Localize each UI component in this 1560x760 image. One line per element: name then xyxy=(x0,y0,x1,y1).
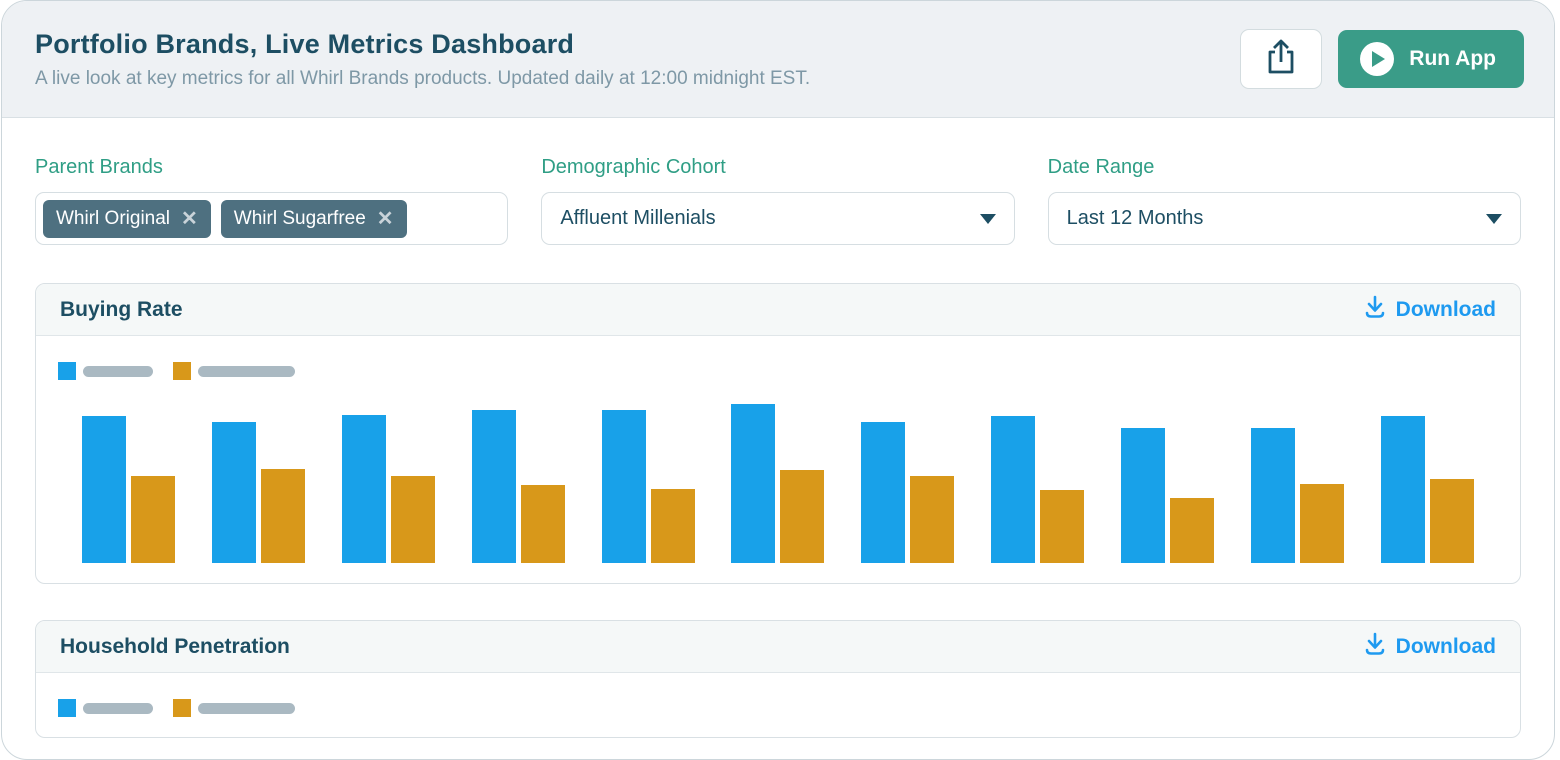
parent-brands-input[interactable]: Whirl Original ✕ Whirl Sugarfree ✕ xyxy=(35,192,509,245)
bar-group xyxy=(1380,416,1474,563)
buying-rate-chart xyxy=(36,336,1520,583)
bar-orange xyxy=(1300,484,1345,563)
date-range-select[interactable]: Last 12 Months xyxy=(1047,192,1521,245)
bar-blue xyxy=(1251,428,1296,563)
page-subtitle: A live look at key metrics for all Whirl… xyxy=(35,67,811,89)
chart-legend xyxy=(58,699,1520,717)
selected-value: Affluent Millenials xyxy=(560,207,716,229)
parent-brands-label: Parent Brands xyxy=(35,156,163,178)
bar-blue xyxy=(861,422,906,563)
download-button[interactable]: Download xyxy=(1364,631,1496,663)
selected-value: Last 12 Months xyxy=(1066,207,1204,229)
header-text: Portfolio Brands, Live Metrics Dashboard… xyxy=(35,29,810,90)
run-app-label: Run App xyxy=(1409,47,1496,70)
bar-group xyxy=(861,422,955,563)
bar-blue xyxy=(341,415,386,563)
bar-orange xyxy=(260,469,305,563)
download-label: Download xyxy=(1395,634,1496,658)
legend-item-blue xyxy=(58,699,153,717)
legend-swatch-orange xyxy=(173,362,191,380)
bar-group xyxy=(471,410,565,563)
bar-group xyxy=(991,416,1085,563)
filter-demographic-cohort: Demographic Cohort Affluent Millenials xyxy=(541,156,1015,245)
tag-whirl-sugarfree[interactable]: Whirl Sugarfree ✕ xyxy=(220,199,407,238)
bar-blue xyxy=(211,422,256,563)
legend-item-blue xyxy=(58,362,153,380)
chart-legend xyxy=(58,362,1520,380)
bar-group xyxy=(211,422,305,563)
bar-blue xyxy=(1121,428,1166,563)
download-label: Download xyxy=(1395,297,1496,321)
bar-blue xyxy=(601,410,646,563)
bar-orange xyxy=(390,476,435,563)
bar-blue xyxy=(471,410,516,563)
tag-label: Whirl Original xyxy=(56,207,171,229)
bar-group xyxy=(82,416,175,563)
bar-group xyxy=(1121,428,1215,563)
remove-tag-icon[interactable]: ✕ xyxy=(181,207,198,230)
bar-orange xyxy=(1040,490,1085,563)
bar-orange xyxy=(780,470,825,563)
share-button[interactable] xyxy=(1240,29,1323,89)
bar-group xyxy=(341,415,435,563)
bar-blue xyxy=(731,404,776,563)
household-penetration-card-header: Household Penetration Download xyxy=(36,621,1520,673)
app-header: Portfolio Brands, Live Metrics Dashboard… xyxy=(2,1,1554,118)
run-app-button[interactable]: Run App xyxy=(1338,30,1524,88)
legend-item-orange xyxy=(173,362,295,380)
chevron-down-icon xyxy=(979,213,996,224)
bar-group xyxy=(731,404,825,563)
download-icon xyxy=(1364,631,1386,663)
legend-label-placeholder xyxy=(83,702,153,714)
bar-orange xyxy=(520,485,565,563)
date-range-label: Date Range xyxy=(1047,156,1155,178)
page-title: Portfolio Brands, Live Metrics Dashboard xyxy=(35,28,575,59)
legend-label-placeholder xyxy=(83,365,153,377)
bar-group xyxy=(1251,428,1345,563)
legend-swatch-orange xyxy=(173,699,191,717)
legend-label-placeholder xyxy=(198,365,295,377)
demographic-cohort-select[interactable]: Affluent Millenials xyxy=(541,192,1015,245)
bar-group xyxy=(601,410,695,563)
chevron-down-icon xyxy=(1486,213,1502,224)
legend-label-placeholder xyxy=(198,702,295,714)
bar-blue xyxy=(1380,416,1425,563)
bar-orange xyxy=(910,476,955,563)
bar-orange xyxy=(1429,479,1474,563)
filter-parent-brands: Parent Brands Whirl Original ✕ Whirl Sug… xyxy=(35,156,509,245)
buying-rate-chart-bars xyxy=(82,390,1474,563)
buying-rate-card: Buying Rate Download xyxy=(35,283,1521,584)
bar-orange xyxy=(650,489,695,563)
remove-tag-icon[interactable]: ✕ xyxy=(376,207,394,230)
share-upload-icon xyxy=(1265,38,1297,81)
bar-orange xyxy=(1170,498,1215,563)
play-icon xyxy=(1360,42,1395,76)
bar-orange xyxy=(131,476,175,563)
household-penetration-card: Household Penetration Download xyxy=(35,620,1521,738)
buying-rate-card-header: Buying Rate Download xyxy=(36,284,1520,336)
download-button[interactable]: Download xyxy=(1364,294,1496,326)
legend-swatch-blue xyxy=(58,362,76,380)
card-title: Household Penetration xyxy=(60,634,290,658)
filter-date-range: Date Range Last 12 Months xyxy=(1047,156,1521,245)
bar-blue xyxy=(82,416,126,563)
header-actions: Run App xyxy=(1240,29,1524,89)
legend-item-orange xyxy=(173,699,295,717)
card-title: Buying Rate xyxy=(60,297,183,321)
bar-blue xyxy=(991,416,1036,563)
tag-label: Whirl Sugarfree xyxy=(233,207,366,229)
filters-row: Parent Brands Whirl Original ✕ Whirl Sug… xyxy=(2,156,1554,245)
download-icon xyxy=(1364,294,1386,326)
demographic-cohort-label: Demographic Cohort xyxy=(541,156,726,178)
household-penetration-chart xyxy=(36,673,1520,737)
tag-whirl-original[interactable]: Whirl Original ✕ xyxy=(43,199,211,238)
legend-swatch-blue xyxy=(58,699,76,717)
